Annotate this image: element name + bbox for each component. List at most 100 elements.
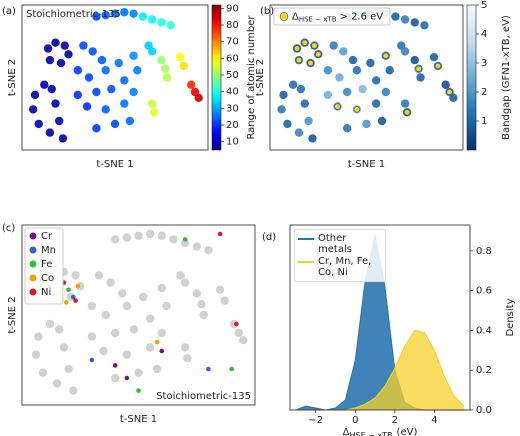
- colorbar-tick-label: 50: [226, 70, 239, 81]
- point: [73, 66, 83, 75]
- point: [106, 278, 115, 287]
- series-point: [70, 294, 76, 300]
- x-axis-label: t-SNE 1: [96, 159, 133, 170]
- point: [99, 346, 108, 356]
- point: [180, 278, 190, 287]
- point: [73, 90, 83, 100]
- point: [120, 76, 129, 85]
- axes-frame: [21, 4, 209, 151]
- point: [288, 80, 298, 89]
- point: [101, 310, 111, 320]
- colorbar-tick-label: 40: [226, 87, 239, 98]
- x-tick-label: 0: [352, 415, 358, 426]
- point: [101, 105, 110, 114]
- point: [294, 128, 304, 137]
- colorbar-tick-label: 3: [481, 58, 487, 69]
- point: [323, 90, 333, 100]
- y-tick-label: 0.6: [476, 286, 492, 297]
- point: [197, 300, 206, 309]
- point: [429, 53, 439, 62]
- panel-label: (d): [262, 232, 276, 243]
- point: [58, 134, 68, 143]
- point: [335, 73, 344, 82]
- y-tick-label: 0.8: [476, 246, 492, 257]
- colorbar-tick-label: 30: [226, 103, 239, 114]
- x-tick-label: 2: [392, 415, 398, 426]
- point: [300, 99, 309, 108]
- y-axis-label: t-SNE 2: [7, 59, 18, 96]
- legend-marker: [29, 246, 37, 254]
- y-axis-label: t-SNE 2: [7, 296, 18, 333]
- point: [97, 55, 107, 65]
- colorbar-tick-label: 80: [226, 20, 239, 31]
- x-tick-label: 4: [431, 415, 437, 426]
- point: [111, 235, 120, 244]
- point: [129, 51, 138, 60]
- point: [149, 108, 159, 117]
- point: [129, 9, 138, 18]
- point: [385, 66, 394, 75]
- series-point: [159, 348, 165, 354]
- series-point: [63, 300, 69, 305]
- point: [339, 47, 348, 56]
- point: [152, 364, 162, 374]
- x-axis-label: ΔHSE − xTB (eV): [343, 427, 418, 436]
- point: [161, 64, 170, 74]
- highlight-point: [315, 51, 322, 58]
- y-tick-label: 0.2: [476, 365, 492, 376]
- point: [277, 105, 286, 114]
- axes-frame: [269, 4, 464, 151]
- colorbar-label: Bandgap (GFN1-xTB, eV): [501, 15, 512, 140]
- legend-label: Other metals: [318, 233, 352, 255]
- point: [381, 87, 390, 97]
- point: [134, 368, 143, 377]
- point: [377, 116, 387, 126]
- point: [157, 328, 166, 338]
- axes-frame: [289, 224, 471, 411]
- point: [348, 55, 358, 65]
- point: [129, 325, 139, 334]
- point: [87, 301, 97, 311]
- highlight-point: [434, 62, 441, 69]
- point: [400, 15, 410, 24]
- point: [40, 80, 49, 89]
- point: [157, 283, 166, 293]
- legend-label: Cr: [41, 231, 53, 242]
- series-point: [154, 339, 160, 345]
- x-axis-label: t-SNE 1: [120, 414, 157, 425]
- legend-item: Cr, Mn, Fe, Co, Ni: [298, 256, 382, 278]
- point: [449, 93, 458, 103]
- point: [410, 55, 419, 65]
- legend-marker: [279, 12, 289, 21]
- point: [199, 310, 208, 320]
- colorbar-tick-label: 4: [481, 29, 487, 40]
- point: [323, 66, 333, 75]
- annotation: Stoichiometric-135: [156, 391, 251, 402]
- legend-label: ΔHSE − xTB > 2.6 eV: [292, 12, 383, 24]
- point: [129, 87, 138, 97]
- point: [192, 289, 201, 298]
- legend-threshold: > 2.6 eV: [340, 12, 384, 23]
- point: [148, 99, 157, 108]
- point: [60, 41, 69, 50]
- panel-label: (b): [260, 6, 274, 17]
- point: [296, 84, 306, 94]
- point: [157, 18, 166, 27]
- colorbar-tick-label: 10: [226, 137, 239, 148]
- point: [120, 99, 129, 108]
- point: [38, 368, 48, 377]
- point: [110, 119, 120, 129]
- y-tick-label: 0.4: [476, 325, 492, 336]
- legend: Other metals Cr, Mn, Fe, Co, Ni: [294, 229, 386, 282]
- point: [352, 66, 362, 75]
- point: [329, 41, 338, 50]
- point: [34, 119, 43, 129]
- point: [192, 242, 201, 251]
- point: [55, 325, 64, 334]
- point: [234, 328, 243, 338]
- point: [64, 364, 73, 374]
- x-label-unit: (eV): [397, 427, 418, 436]
- series-point: [182, 237, 188, 242]
- x-tick-label: −2: [308, 415, 323, 426]
